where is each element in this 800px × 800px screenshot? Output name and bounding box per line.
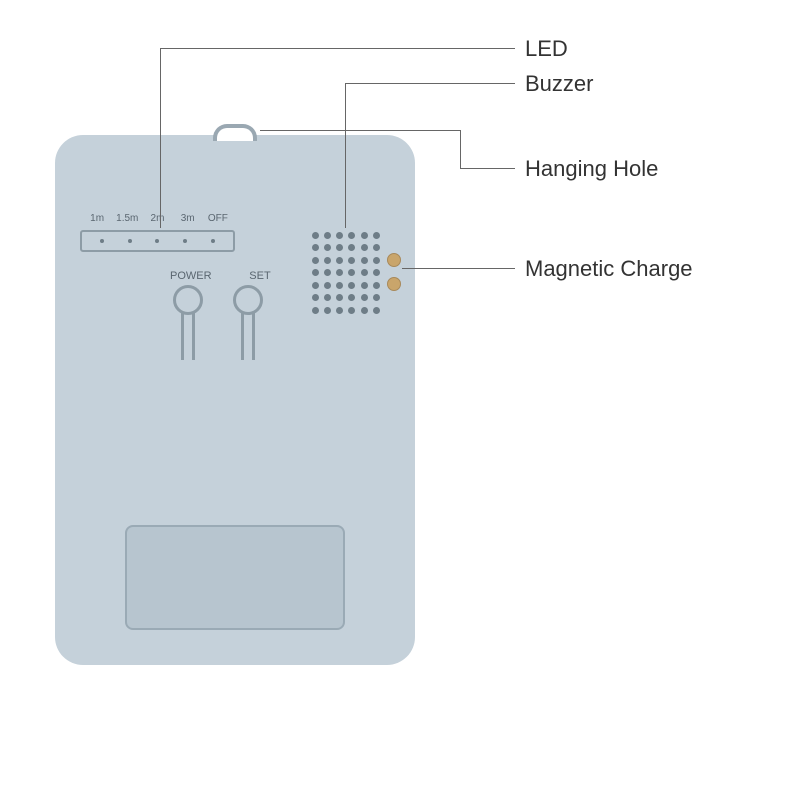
set-button: [233, 285, 265, 363]
led-panel: [80, 230, 235, 252]
power-label: POWER: [170, 270, 210, 282]
speaker-hole: [336, 269, 343, 276]
callout-line: [345, 83, 515, 84]
callout-line: [160, 48, 161, 228]
led-label: 3m: [174, 213, 202, 224]
speaker-hole: [324, 269, 331, 276]
power-button: [173, 285, 205, 363]
speaker-hole: [312, 269, 319, 276]
speaker-hole: [312, 307, 319, 314]
led-label: 1.5m: [113, 213, 141, 224]
speaker-hole: [324, 232, 331, 239]
callout-line: [345, 83, 346, 228]
speaker-hole: [348, 257, 355, 264]
callout-line: [460, 130, 461, 168]
speaker-hole: [373, 282, 380, 289]
speaker-hole: [373, 257, 380, 264]
led-label: OFF: [204, 213, 232, 224]
callout-line: [160, 48, 515, 49]
speaker-hole: [312, 244, 319, 251]
callout-buzzer: Buzzer: [525, 71, 593, 97]
charge-contact: [387, 277, 401, 291]
led-dot: [211, 239, 215, 243]
callout-hanging-hole: Hanging Hole: [525, 156, 658, 182]
led-dot: [155, 239, 159, 243]
speaker-hole: [361, 269, 368, 276]
speaker-hole: [348, 307, 355, 314]
device-body: 1m 1.5m 2m 3m OFF POWER SET: [55, 135, 415, 665]
speaker-hole: [336, 232, 343, 239]
speaker-hole: [361, 257, 368, 264]
speaker-hole: [336, 294, 343, 301]
speaker-hole: [324, 294, 331, 301]
speaker-hole: [348, 244, 355, 251]
speaker-hole: [324, 257, 331, 264]
speaker-hole: [361, 294, 368, 301]
speaker-hole: [373, 244, 380, 251]
speaker-hole: [361, 282, 368, 289]
speaker-hole: [361, 244, 368, 251]
speaker-hole: [373, 232, 380, 239]
speaker-hole: [348, 282, 355, 289]
button-labels-row: POWER SET: [170, 270, 280, 282]
speaker-hole: [348, 232, 355, 239]
speaker-hole: [324, 307, 331, 314]
speaker-hole: [348, 294, 355, 301]
callout-line: [260, 130, 460, 131]
led-label: 2m: [143, 213, 171, 224]
led-dot: [128, 239, 132, 243]
speaker-hole: [361, 232, 368, 239]
led-labels-row: 1m 1.5m 2m 3m OFF: [80, 213, 235, 224]
speaker-hole: [348, 269, 355, 276]
speaker-hole: [312, 282, 319, 289]
speaker-hole: [336, 282, 343, 289]
set-label: SET: [240, 270, 280, 282]
speaker-hole: [336, 257, 343, 264]
speaker-hole: [361, 307, 368, 314]
speaker-hole: [312, 232, 319, 239]
callout-line: [402, 268, 515, 269]
buzzer-speaker-grid: [310, 230, 382, 316]
callout-led: LED: [525, 36, 568, 62]
led-dot: [100, 239, 104, 243]
hanging-hole: [213, 124, 257, 141]
speaker-hole: [336, 244, 343, 251]
inset-panel: [125, 525, 345, 630]
speaker-hole: [312, 257, 319, 264]
speaker-hole: [324, 282, 331, 289]
speaker-hole: [373, 294, 380, 301]
speaker-hole: [336, 307, 343, 314]
led-dot: [183, 239, 187, 243]
charge-contact: [387, 253, 401, 267]
led-label: 1m: [83, 213, 111, 224]
speaker-hole: [324, 244, 331, 251]
speaker-hole: [373, 269, 380, 276]
speaker-hole: [312, 294, 319, 301]
callout-line: [460, 168, 515, 169]
callout-magnetic-charge: Magnetic Charge: [525, 256, 693, 282]
buttons-row: [173, 285, 265, 363]
speaker-hole: [373, 307, 380, 314]
